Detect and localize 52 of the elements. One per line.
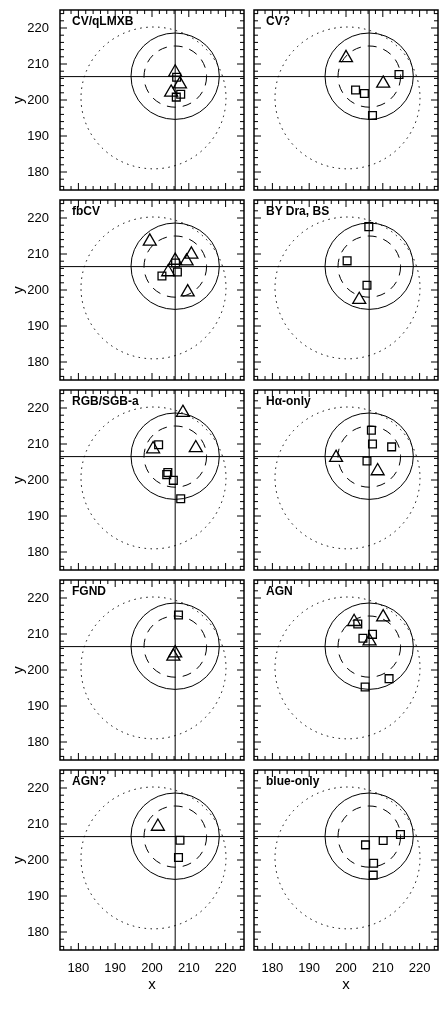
y-tick-label: 190 [27, 887, 49, 903]
chart-title: RGB/SGB-a [72, 394, 139, 409]
y-tick-label: 220 [27, 209, 49, 225]
x-tick-label: 220 [408, 960, 431, 976]
chart-title: fbCV [72, 204, 100, 219]
y-tick-label: 220 [27, 19, 49, 35]
y-tick-label: 210 [27, 625, 49, 641]
y-tick-label: 190 [27, 697, 49, 713]
chart-title: AGN [266, 584, 293, 599]
y-tick-label: 210 [27, 245, 49, 261]
y-tick-label: 190 [27, 317, 49, 333]
x-tick-label: 200 [335, 960, 357, 976]
x-tick-label: 210 [371, 960, 394, 976]
chart-title: CV? [266, 14, 290, 29]
y-tick-label: 190 [27, 507, 49, 523]
chart-title: AGN? [72, 774, 106, 789]
y-tick-label: 180 [27, 733, 49, 749]
chart-title: Hα-only [266, 394, 312, 409]
y-axis-title: y [9, 855, 27, 864]
y-tick-label: 220 [27, 399, 49, 415]
y-tick-label: 180 [27, 543, 49, 559]
chart-title: CV/qLMXB [72, 14, 134, 29]
chart-title: BY Dra, BS [266, 204, 330, 219]
y-axis-title: y [9, 285, 27, 294]
y-tick-label: 180 [27, 353, 49, 369]
x-tick-label: 200 [141, 960, 163, 976]
y-tick-label: 200 [27, 91, 49, 107]
y-tick-label: 210 [27, 435, 49, 451]
y-axis-title: y [9, 665, 27, 674]
x-axis-title: x [342, 975, 351, 993]
chart-title: FGND [72, 584, 107, 599]
y-tick-label: 180 [27, 923, 49, 939]
y-axis-title: y [9, 95, 27, 104]
y-tick-label: 210 [27, 815, 49, 831]
x-axis-title: x [148, 975, 157, 993]
x-tick-label: 220 [214, 960, 237, 976]
y-tick-label: 180 [27, 163, 49, 179]
y-axis-title: y [9, 475, 27, 484]
y-tick-label: 200 [27, 661, 49, 677]
x-tick-label: 210 [177, 960, 200, 976]
x-tick-label: 180 [67, 960, 90, 976]
x-tick-label: 190 [298, 960, 321, 976]
y-tick-label: 220 [27, 589, 49, 605]
y-tick-label: 190 [27, 127, 49, 143]
chart-title: blue-only [266, 774, 320, 789]
y-tick-label: 200 [27, 471, 49, 487]
x-tick-label: 190 [104, 960, 127, 976]
y-tick-label: 210 [27, 55, 49, 71]
y-tick-label: 200 [27, 851, 49, 867]
y-tick-label: 200 [27, 281, 49, 297]
x-tick-label: 180 [261, 960, 284, 976]
y-tick-label: 220 [27, 779, 49, 795]
